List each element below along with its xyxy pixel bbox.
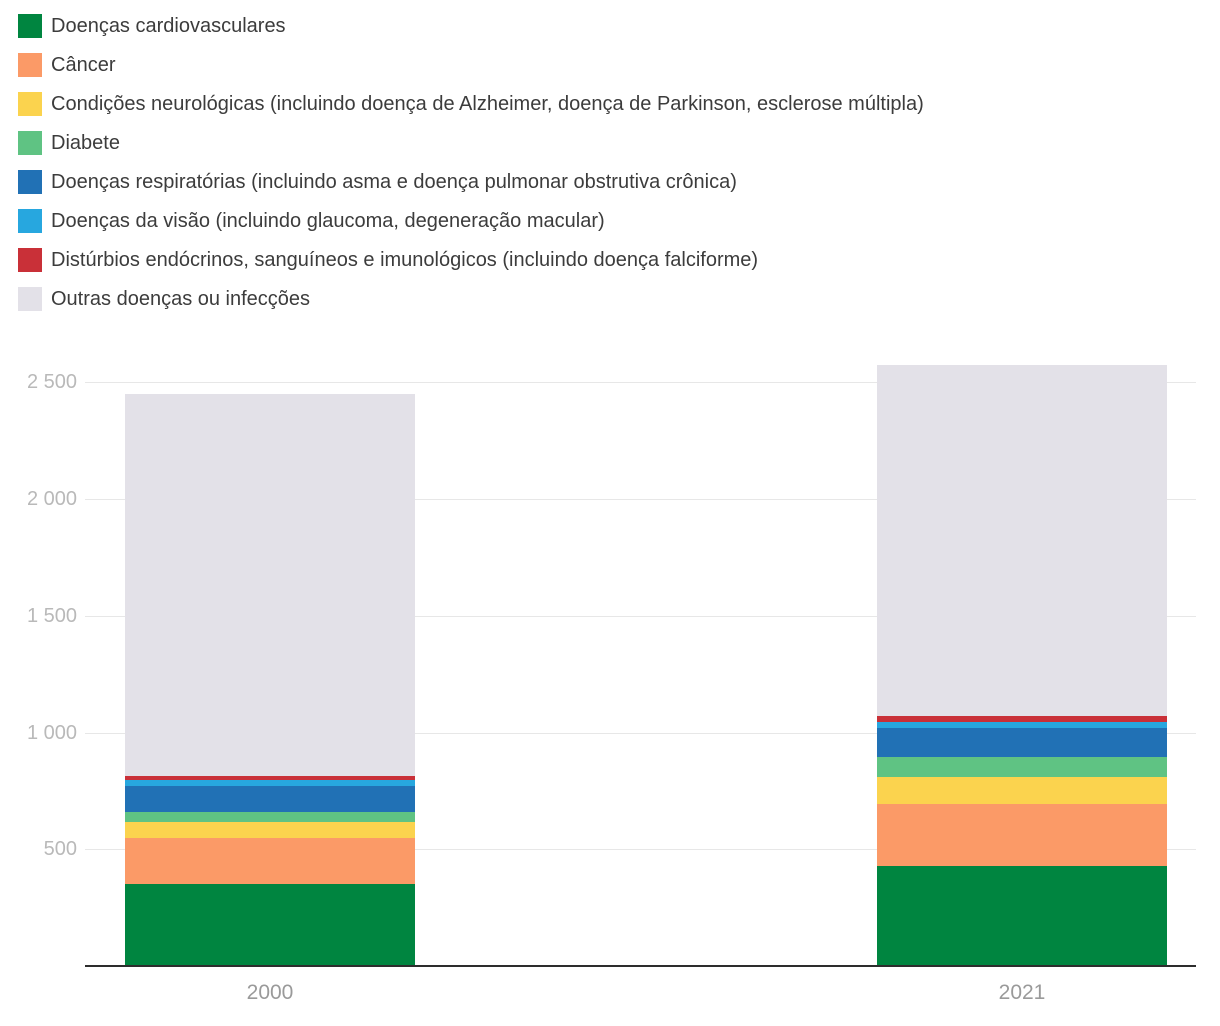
bar-segment[interactable] xyxy=(877,364,1167,717)
x-category-label: 2000 xyxy=(246,981,294,1004)
bar-segment[interactable] xyxy=(877,716,1167,723)
bar-segment[interactable] xyxy=(877,757,1167,777)
y-tick-label: 500 xyxy=(43,838,77,861)
legend-swatch xyxy=(18,170,42,194)
bar-segment[interactable] xyxy=(125,786,415,812)
legend-item[interactable]: Doenças cardiovasculares xyxy=(18,14,924,38)
gridline xyxy=(85,732,1196,734)
legend-item[interactable]: Distúrbios endócrinos, sanguíneos e imun… xyxy=(18,248,924,272)
legend-label: Doenças da visão (incluindo glaucoma, de… xyxy=(51,210,605,232)
legend-label: Doenças respiratórias (incluindo asma e … xyxy=(51,171,737,193)
bar-segment[interactable] xyxy=(125,837,415,885)
legend-item[interactable]: Condições neurológicas (incluindo doença… xyxy=(18,92,924,116)
legend-label: Outras doenças ou infecções xyxy=(51,288,311,310)
y-tick-label: 1 500 xyxy=(26,604,77,627)
legend-swatch xyxy=(18,53,42,77)
legend-swatch xyxy=(18,287,42,311)
legend-item[interactable]: Outras doenças ou infecções xyxy=(18,287,924,311)
x-axis-line xyxy=(85,965,1196,967)
bar-segment[interactable] xyxy=(125,822,415,838)
bar-segment[interactable] xyxy=(877,727,1167,758)
legend-label: Condições neurológicas (incluindo doença… xyxy=(51,93,924,115)
legend-label: Doenças cardiovasculares xyxy=(51,15,286,37)
bar-2021 xyxy=(877,359,1167,966)
legend-swatch xyxy=(18,131,42,155)
legend-item[interactable]: Diabete xyxy=(18,131,924,155)
legend-swatch xyxy=(18,92,42,116)
gridline xyxy=(85,382,1196,384)
legend-item[interactable]: Câncer xyxy=(18,53,924,77)
bar-2000 xyxy=(125,359,415,966)
legend-item[interactable]: Doenças respiratórias (incluindo asma e … xyxy=(18,170,924,194)
bar-segment[interactable] xyxy=(877,803,1167,866)
y-tick-label: 2 000 xyxy=(26,488,77,511)
bar-segment[interactable] xyxy=(125,811,415,823)
bar-segment[interactable] xyxy=(125,775,415,781)
legend-swatch xyxy=(18,209,42,233)
legend: Doenças cardiovasculares Câncer Condições … xyxy=(18,14,924,311)
y-tick-label: 1 000 xyxy=(26,721,77,744)
bar-segment[interactable] xyxy=(125,780,415,787)
gridline xyxy=(85,499,1196,501)
bar-segment[interactable] xyxy=(877,865,1167,966)
legend-item[interactable]: Doenças da visão (incluindo glaucoma, de… xyxy=(18,209,924,233)
gridline xyxy=(85,849,1196,851)
bar-segment[interactable] xyxy=(877,722,1167,728)
gridline xyxy=(85,615,1196,617)
bar-segment[interactable] xyxy=(125,394,415,776)
legend-swatch xyxy=(18,14,42,38)
legend-swatch xyxy=(18,248,42,272)
bar-segment[interactable] xyxy=(125,884,415,966)
y-tick-label: 2 500 xyxy=(26,371,77,394)
x-category-label: 2021 xyxy=(998,981,1046,1004)
bar-segment[interactable] xyxy=(877,776,1167,804)
legend-label: Distúrbios endócrinos, sanguíneos e imun… xyxy=(51,249,759,271)
legend-label: Diabete xyxy=(51,132,120,154)
legend-label: Câncer xyxy=(51,54,116,76)
